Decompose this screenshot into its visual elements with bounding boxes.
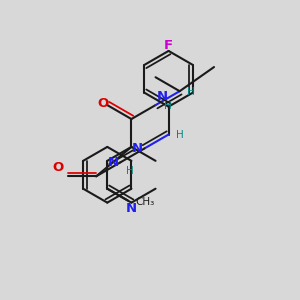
Text: O: O bbox=[52, 161, 64, 174]
Text: N: N bbox=[126, 202, 137, 215]
Text: CH₃: CH₃ bbox=[136, 197, 155, 207]
Text: N: N bbox=[157, 90, 168, 103]
Text: N: N bbox=[108, 156, 119, 169]
Text: H: H bbox=[164, 101, 172, 111]
Text: H: H bbox=[188, 87, 195, 98]
Text: O: O bbox=[98, 97, 109, 110]
Text: N: N bbox=[132, 142, 143, 155]
Text: H: H bbox=[126, 166, 134, 176]
Text: F: F bbox=[164, 39, 173, 52]
Text: H: H bbox=[176, 130, 184, 140]
